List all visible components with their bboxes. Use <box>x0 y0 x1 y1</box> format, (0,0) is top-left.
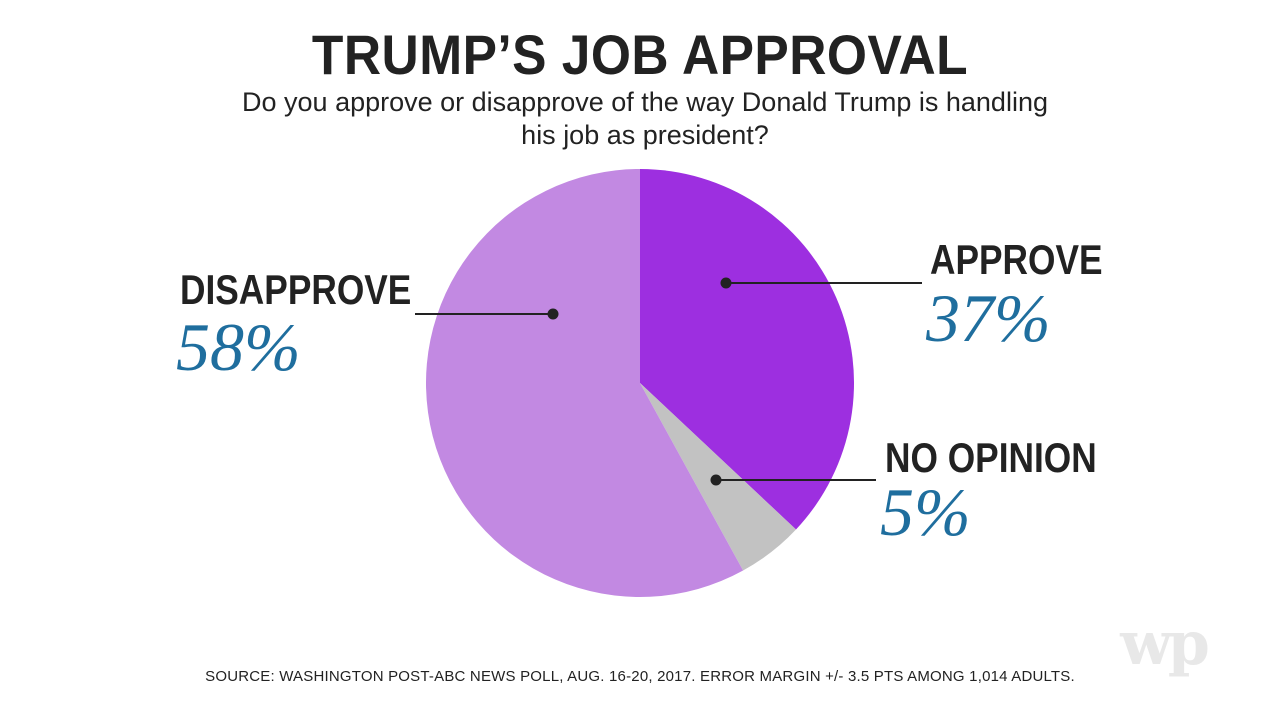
leader-dot-disapprove <box>547 308 559 320</box>
publisher-logo: wp <box>1120 609 1210 679</box>
leader-dot-no-opinion <box>710 474 722 486</box>
chart-title: TRUMP’S JOB APPROVAL <box>311 23 969 86</box>
source-note: SOURCE: WASHINGTON POST-ABC NEWS POLL, A… <box>205 668 1075 685</box>
label-approve: APPROVE <box>930 236 1103 283</box>
leader-dot-approve <box>720 277 732 289</box>
value-label-approve: 37% <box>926 280 1051 356</box>
pie-slice-approve <box>640 169 854 530</box>
value-label-disapprove: 58% <box>176 309 301 385</box>
chart-subtitle: Do you approve or disapprove of the way … <box>242 87 1048 150</box>
value-label-no-opinion: 5% <box>880 474 971 550</box>
label-no-opinion: NO OPINION <box>885 434 1097 481</box>
label-disapprove: DISAPPROVE <box>180 266 412 313</box>
pie-slice-disapprove <box>425 168 744 597</box>
